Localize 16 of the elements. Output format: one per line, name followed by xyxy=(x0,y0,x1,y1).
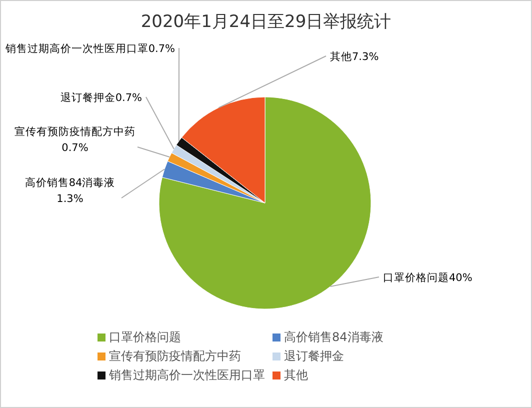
legend-label: 口罩价格问题 xyxy=(109,330,181,344)
category-label: 退订餐押金0.7% xyxy=(60,92,142,104)
pie-slice xyxy=(158,96,372,310)
chart-title: 2020年1月24日至29日举报统计 xyxy=(140,12,392,32)
legend-label: 退订餐押金 xyxy=(284,349,344,363)
data-label: 1.3% xyxy=(56,193,84,205)
legend-label: 宣传有预防疫情配方中药 xyxy=(109,349,241,363)
legend-label: 销售过期高价一次性医用口罩 xyxy=(108,368,265,382)
slice-label: 高价销售84消毒液 xyxy=(24,176,116,189)
legend-label: 高价销售84消毒液 xyxy=(284,330,384,344)
category-label: 其他7.3% xyxy=(330,51,379,63)
legend-label: 其他 xyxy=(284,368,308,382)
category-label: 口罩价格问题40% xyxy=(383,272,472,284)
category-label: 销售过期高价一次性医用口罩0.7% xyxy=(5,43,175,55)
data-label: 0.7% xyxy=(62,142,88,154)
slice-label: 宣传有预防疫情配方中药 xyxy=(14,125,136,138)
